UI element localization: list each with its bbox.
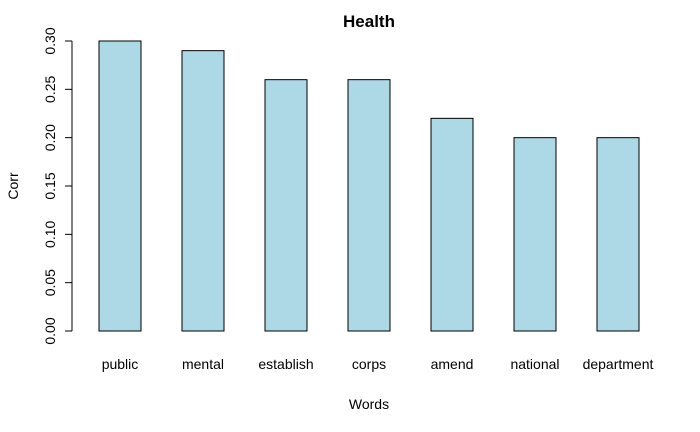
x-tick-label: corps: [352, 356, 386, 372]
chart-title: Health: [343, 12, 395, 31]
y-axis: 0.00 0.05 0.10 0.15 0.20 0.25 0.30: [42, 27, 73, 345]
x-tick-labels: public mental establish corps amend national d…: [102, 356, 654, 372]
x-tick-label: mental: [182, 356, 224, 372]
bar-corps: [347, 79, 391, 332]
y-tick-label: 0.05: [42, 269, 58, 296]
y-tick-label: 0.30: [42, 27, 58, 54]
bar-department: [596, 137, 640, 332]
y-tick-label: 0.25: [42, 75, 58, 102]
y-tick-label: 0.10: [42, 220, 58, 247]
y-axis-label: Corr: [5, 172, 21, 200]
x-tick-label: establish: [258, 356, 313, 372]
y-tick-label: 0.20: [42, 124, 58, 151]
bar-establish: [264, 79, 308, 332]
x-axis-label: Words: [349, 396, 389, 412]
bar-mental: [181, 50, 225, 332]
x-tick-label: public: [102, 356, 139, 372]
y-tick-label: 0.15: [42, 172, 58, 199]
x-tick-label: national: [510, 356, 559, 372]
bar-public: [98, 40, 142, 332]
bars: [98, 40, 640, 332]
bar-national: [513, 137, 557, 332]
x-tick-label: amend: [431, 356, 474, 372]
y-tick-label: 0.00: [42, 317, 58, 344]
x-tick-label: department: [583, 356, 654, 372]
bar-amend: [430, 117, 474, 332]
